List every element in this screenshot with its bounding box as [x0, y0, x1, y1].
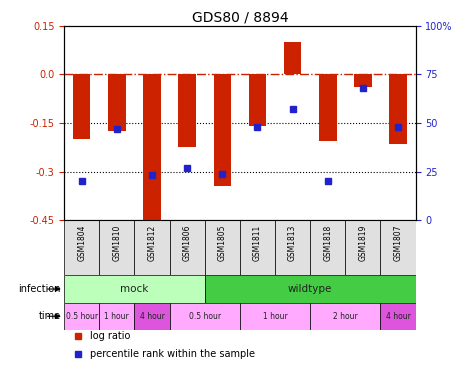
Text: wildtype: wildtype [288, 284, 332, 294]
Bar [64, 303, 99, 330]
Text: 0.5 hour: 0.5 hour [66, 312, 98, 321]
Text: percentile rank within the sample: percentile rank within the sample [90, 349, 256, 359]
Bar [310, 303, 380, 330]
Bar [380, 303, 416, 330]
Bar [73, 74, 91, 139]
Text: GSM1812: GSM1812 [148, 225, 156, 261]
Bar [205, 275, 416, 303]
Bar [64, 220, 99, 275]
Bar [99, 220, 134, 275]
Text: mock: mock [120, 284, 149, 294]
Bar [99, 303, 134, 330]
Text: GSM1811: GSM1811 [253, 225, 262, 261]
Text: 2 hour: 2 hour [333, 312, 358, 321]
Bar [354, 74, 371, 87]
Text: infection: infection [18, 284, 61, 294]
Bar [240, 220, 275, 275]
Text: GSM1810: GSM1810 [113, 225, 121, 261]
Bar [319, 74, 336, 141]
Text: GSM1819: GSM1819 [359, 225, 367, 261]
Bar [345, 220, 380, 275]
Bar [170, 220, 205, 275]
Bar [310, 220, 345, 275]
Bar [213, 74, 231, 186]
Text: 4 hour: 4 hour [386, 312, 410, 321]
Bar [179, 74, 196, 147]
Text: 1 hour: 1 hour [104, 312, 129, 321]
Text: GSM1813: GSM1813 [288, 225, 297, 261]
Text: 1 hour: 1 hour [263, 312, 287, 321]
Bar [249, 74, 266, 126]
Bar [380, 220, 416, 275]
Text: time: time [38, 311, 61, 321]
Title: GDS80 / 8894: GDS80 / 8894 [191, 11, 288, 25]
Bar [64, 275, 205, 303]
Bar [108, 74, 125, 131]
Text: log ratio: log ratio [90, 331, 131, 341]
Text: GSM1818: GSM1818 [323, 225, 332, 261]
Text: GSM1804: GSM1804 [77, 225, 86, 261]
Text: GSM1807: GSM1807 [394, 225, 402, 261]
Bar [134, 220, 170, 275]
Bar [275, 220, 310, 275]
Bar [390, 74, 407, 144]
Bar [205, 220, 240, 275]
Text: 0.5 hour: 0.5 hour [189, 312, 221, 321]
Text: GSM1806: GSM1806 [183, 225, 191, 261]
Bar [284, 42, 301, 74]
Text: 4 hour: 4 hour [140, 312, 164, 321]
Bar [143, 74, 161, 224]
Bar [170, 303, 240, 330]
Bar [134, 303, 170, 330]
Text: GSM1805: GSM1805 [218, 225, 227, 261]
Bar [240, 303, 310, 330]
